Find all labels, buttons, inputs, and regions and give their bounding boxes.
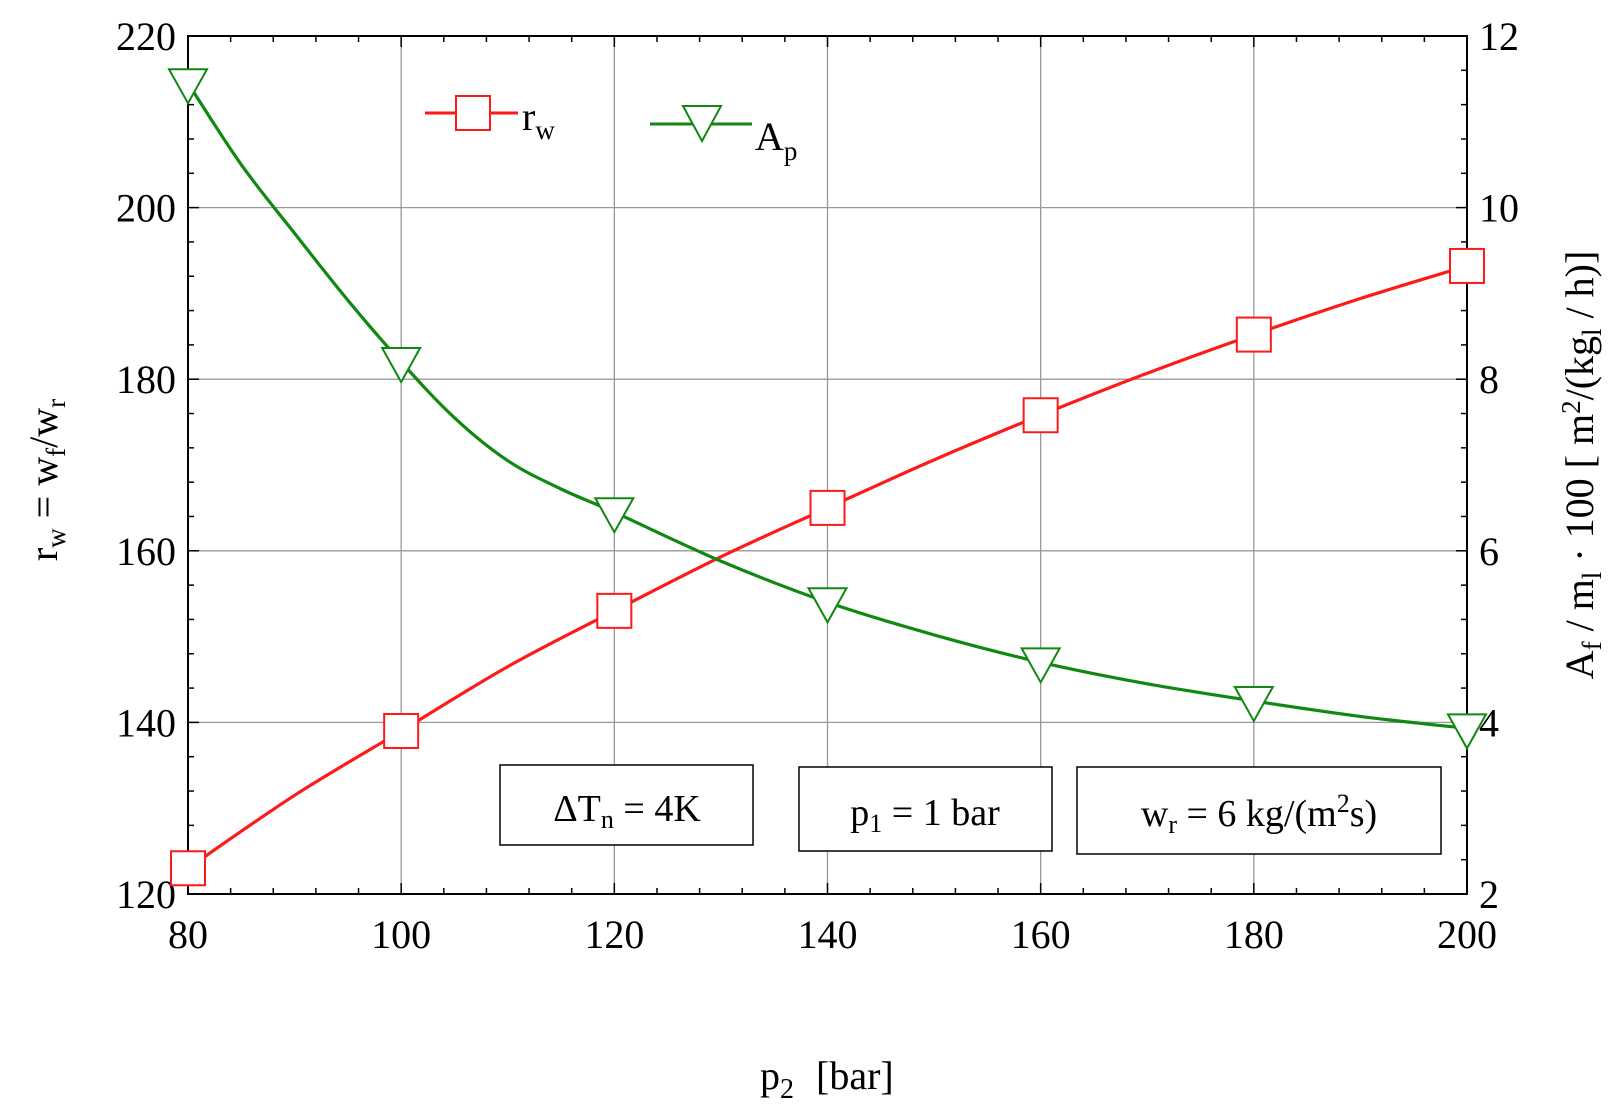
right-y-axis-title: Af / ml · 100 [ m2/(kgl / h)]: [1556, 251, 1607, 680]
x-tick-label: 160: [1011, 912, 1071, 957]
x-tick-label: 140: [798, 912, 858, 957]
legend-ap-marker: [681, 105, 723, 144]
left-y-tick-label: 140: [116, 700, 176, 745]
x-tick-label: 100: [371, 912, 431, 957]
right-y-tick-label: 2: [1479, 872, 1499, 917]
point-A_p: [380, 347, 422, 385]
left-y-tick-label: 180: [116, 357, 176, 402]
point-r_w: [170, 850, 206, 887]
grid-lines: [187, 35, 1468, 895]
point-A_p: [806, 587, 849, 625]
point-A_p: [167, 68, 209, 106]
left-y-tick-label: 120: [116, 872, 176, 917]
legend: rw Ap: [425, 94, 797, 166]
left-y-axis-title: rw = wf/wr: [21, 399, 71, 561]
legend-rw-label: rw: [522, 94, 555, 145]
left-y-tick-label: 160: [116, 529, 176, 574]
point-r_w: [596, 592, 633, 629]
point-r_w: [383, 712, 420, 749]
legend-rw-marker: [455, 95, 491, 131]
x-tick-labels: 80 100 120 140 160 180 200: [168, 912, 1497, 957]
point-A_p: [1019, 647, 1062, 685]
point-r_w: [1022, 397, 1059, 434]
x-tick-label: 120: [584, 912, 644, 957]
point-A_p: [1446, 713, 1488, 751]
annotation-box-delta-t: ΔTn = 4K: [499, 764, 754, 846]
series-layer: [167, 68, 1488, 887]
series-line-A_p: [186, 82, 1468, 730]
right-y-tick-label: 6: [1479, 529, 1499, 574]
x-tick-label: 180: [1224, 912, 1284, 957]
annotation-wr-text: wr = 6 kg/(m2s): [1141, 789, 1377, 839]
x-tick-label: 200: [1437, 912, 1497, 957]
right-y-tick-label: 12: [1479, 14, 1519, 59]
point-A_p: [593, 497, 636, 535]
right-y-tick-label: 8: [1479, 357, 1499, 402]
left-y-tick-label: 200: [116, 186, 176, 231]
point-r_w: [1449, 247, 1485, 284]
x-axis-title: p2 [bar]: [760, 1053, 894, 1105]
point-r_w: [1235, 316, 1272, 353]
x-tick-label: 80: [168, 912, 208, 957]
point-A_p: [1233, 685, 1275, 723]
right-y-tick-label: 10: [1479, 186, 1519, 231]
right-y-tick-labels: 2 4 6 8 10 12: [1479, 14, 1519, 917]
left-y-tick-label: 220: [116, 14, 176, 59]
annotation-delta-t-text: ΔTn = 4K: [553, 788, 701, 834]
annotation-box-p1: p1 = 1 bar: [798, 766, 1053, 852]
point-r_w: [809, 489, 846, 526]
plot-frame: [187, 35, 1468, 895]
right-y-tick-label: 4: [1479, 700, 1499, 745]
legend-ap-label: Ap: [755, 114, 797, 166]
annotation-p1-text: p1 = 1 bar: [850, 792, 1000, 838]
annotation-box-wr: wr = 6 kg/(m2s): [1076, 766, 1442, 855]
left-y-tick-labels: 120 140 160 180 200 220: [116, 14, 176, 917]
